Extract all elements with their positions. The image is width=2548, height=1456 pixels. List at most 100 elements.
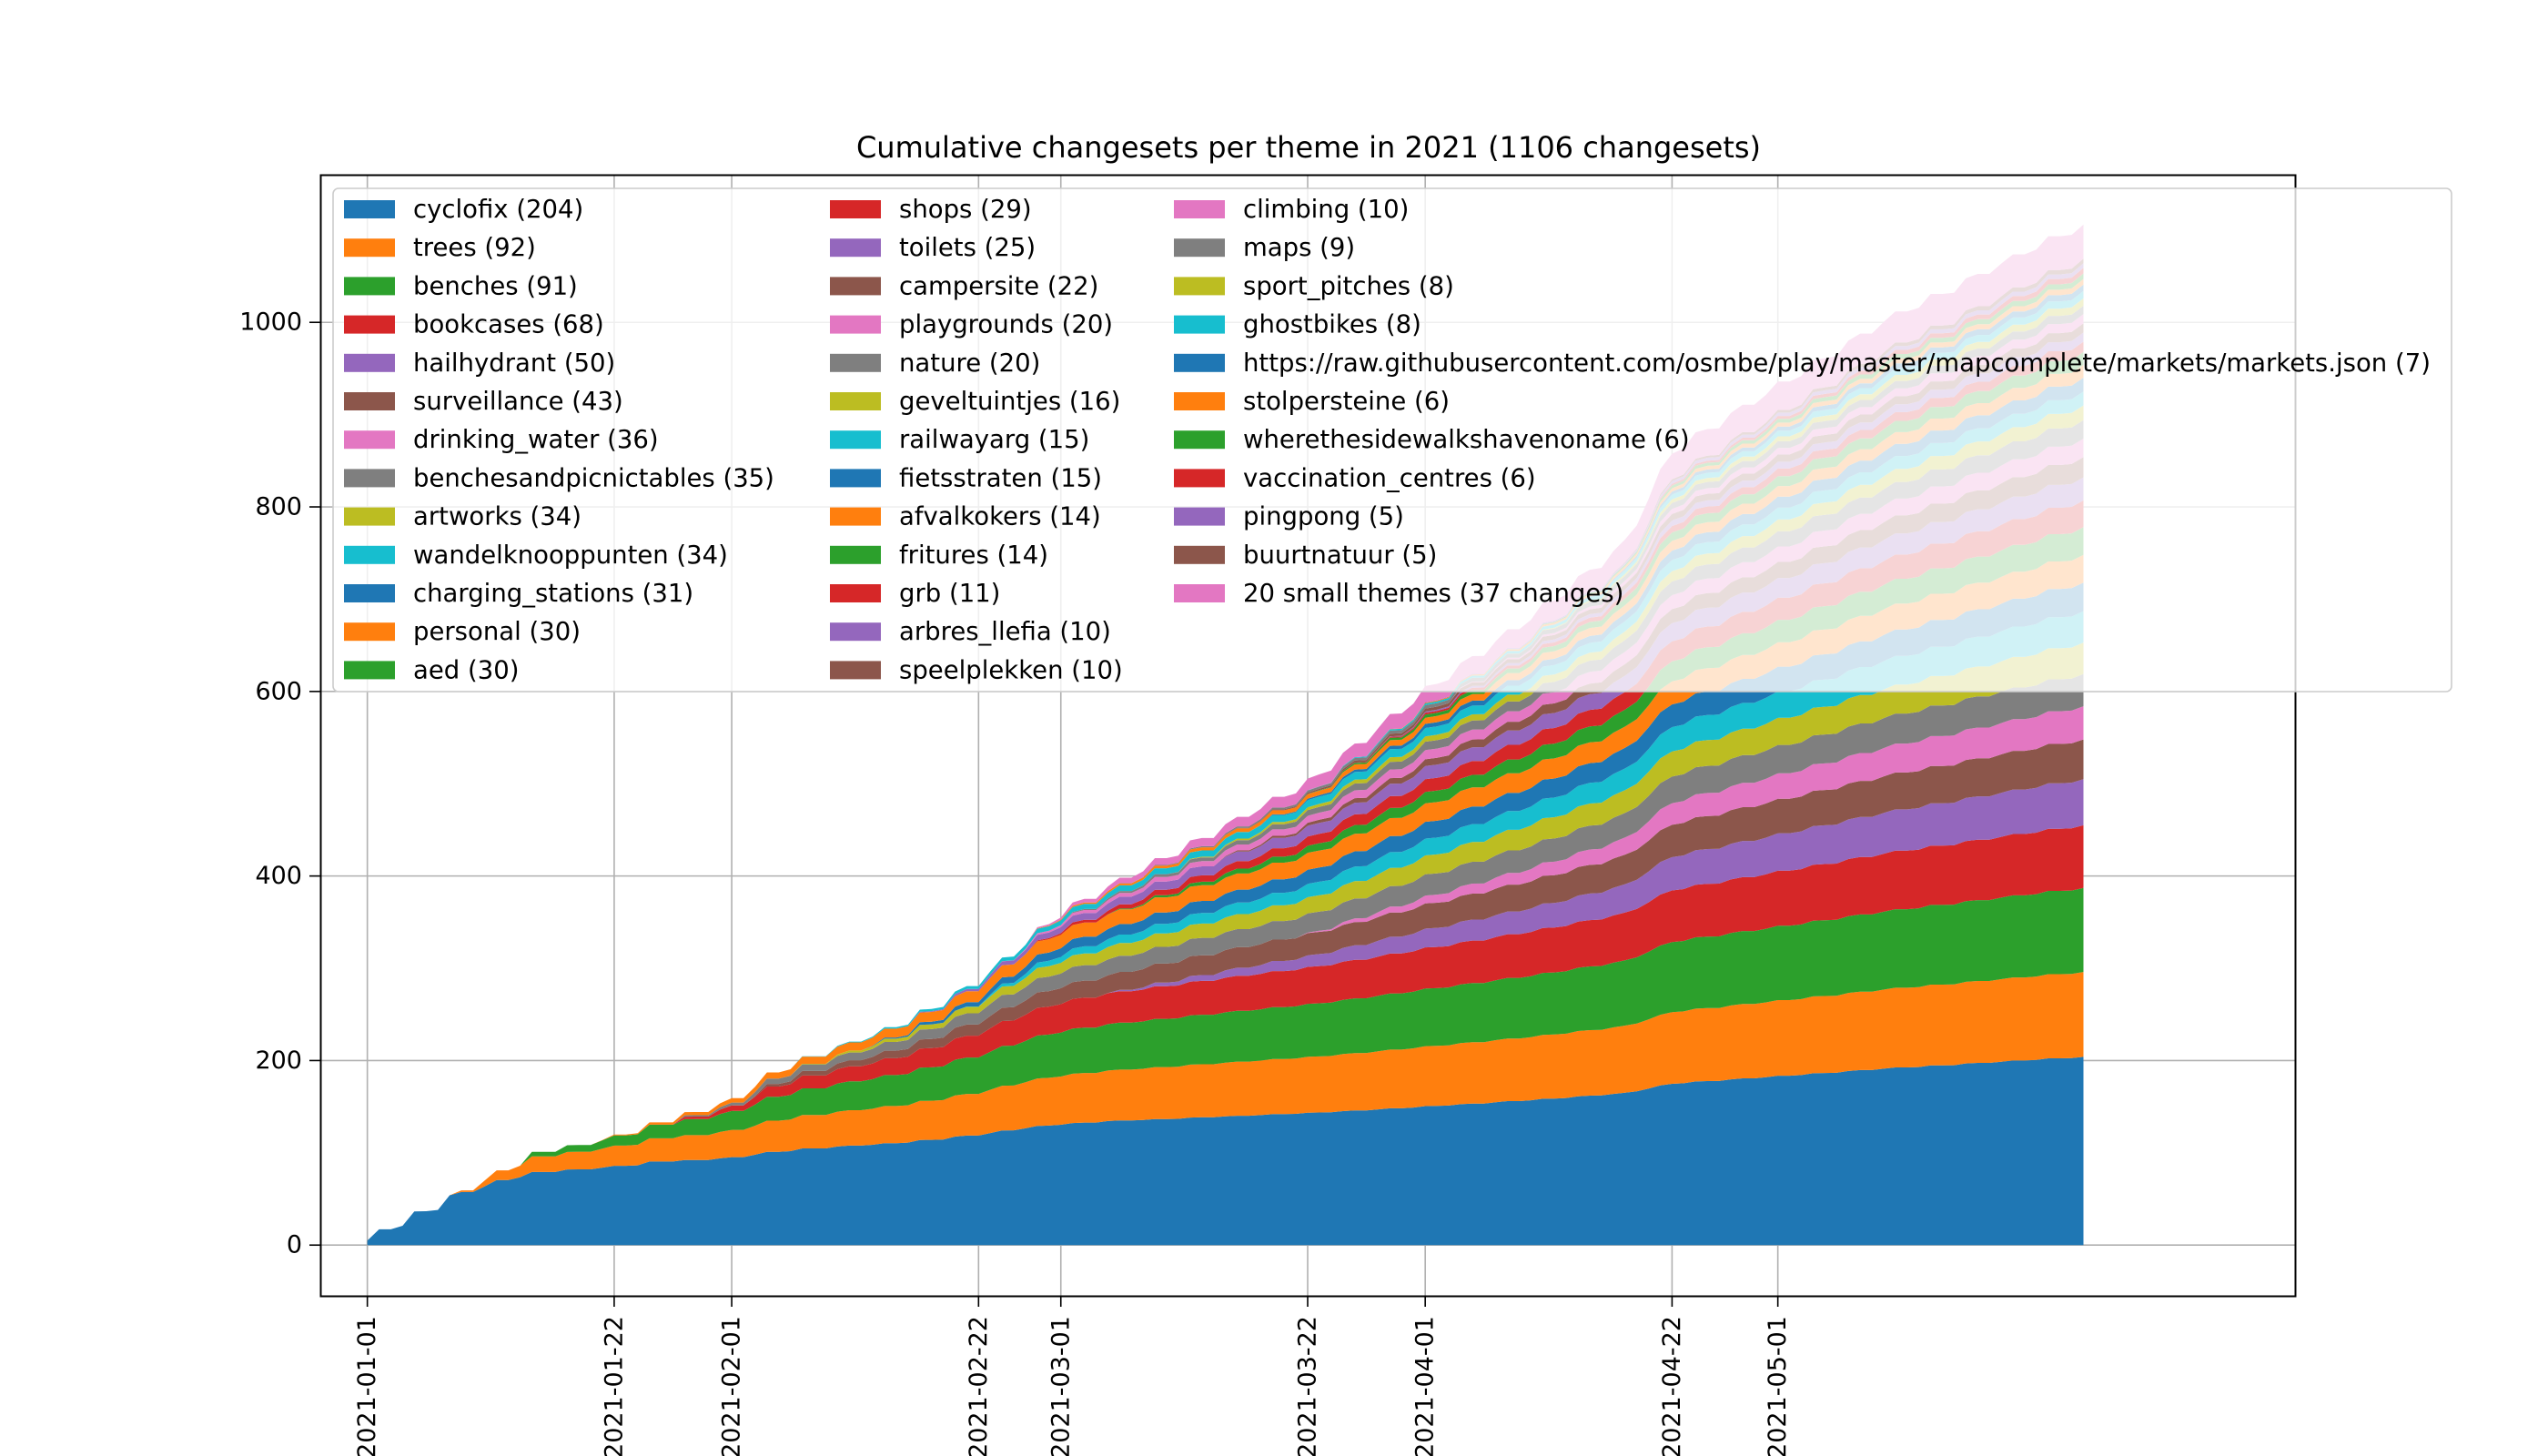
area-series-13 bbox=[367, 500, 2084, 1241]
legend-swatch-13 bbox=[830, 200, 881, 218]
legend-label-15: campersite (22) bbox=[899, 271, 1098, 300]
legend-swatch-3 bbox=[344, 315, 395, 334]
legend-swatch-30 bbox=[1174, 353, 1225, 372]
legend-swatch-6 bbox=[344, 430, 395, 450]
x-tick-label-8: 2021-05-01 bbox=[1764, 1316, 1792, 1456]
legend-label-32: wherethesidewalkshavenoname (6) bbox=[1243, 425, 1690, 454]
legend-label-19: railwayarg (15) bbox=[899, 425, 1089, 454]
legend-swatch-19 bbox=[830, 430, 881, 450]
area-series-5 bbox=[367, 739, 2084, 1241]
area-series-7 bbox=[367, 673, 2084, 1241]
legend-swatch-34 bbox=[1174, 507, 1225, 526]
area-series-14 bbox=[367, 477, 2084, 1241]
x-tick-label-7: 2021-04-22 bbox=[1658, 1316, 1686, 1456]
legend-swatch-23 bbox=[830, 584, 881, 602]
legend-swatch-29 bbox=[1174, 315, 1225, 334]
legend-swatch-27 bbox=[1174, 238, 1225, 258]
legend-label-34: pingpong (5) bbox=[1243, 502, 1404, 531]
legend-label-27: maps (9) bbox=[1243, 233, 1355, 262]
legend-swatch-32 bbox=[1174, 430, 1225, 450]
area-series-4 bbox=[367, 779, 2084, 1241]
legend-label-11: personal (30) bbox=[413, 617, 581, 646]
legend-swatch-35 bbox=[1174, 545, 1225, 564]
legend-label-5: surveillance (43) bbox=[413, 387, 623, 416]
legend-swatch-31 bbox=[1174, 392, 1225, 410]
legend-label-26: climbing (10) bbox=[1243, 195, 1409, 224]
legend-label-33: vaccination_centres (6) bbox=[1243, 463, 1536, 492]
legend-swatch-20 bbox=[830, 469, 881, 488]
legend-swatch-36 bbox=[1174, 584, 1225, 602]
legend-swatch-28 bbox=[1174, 277, 1225, 296]
legend-frame bbox=[332, 187, 2452, 693]
y-tick-label-0: 0 bbox=[287, 1231, 302, 1259]
legend-label-29: ghostbikes (8) bbox=[1243, 310, 1421, 339]
x-tick-label-5: 2021-03-22 bbox=[1294, 1316, 1322, 1456]
legend-label-3: bookcases (68) bbox=[413, 310, 604, 339]
x-tick-label-1: 2021-01-22 bbox=[600, 1316, 628, 1456]
legend-label-31: stolpersteine (6) bbox=[1243, 387, 1450, 416]
legend-label-16: playgrounds (20) bbox=[899, 310, 1113, 339]
legend-label-8: artworks (34) bbox=[413, 502, 581, 531]
legend-swatch-4 bbox=[344, 353, 395, 372]
area-series-2 bbox=[367, 887, 2084, 1241]
legend-swatch-0 bbox=[344, 200, 395, 218]
chart-title: Cumulative changesets per theme in 2021 … bbox=[856, 130, 1761, 165]
legend-label-30: https://raw.githubusercontent.com/osmbe/… bbox=[1243, 349, 2431, 378]
y-tick-label-2: 400 bbox=[255, 862, 302, 890]
area-series-11 bbox=[367, 554, 2084, 1241]
area-series-3 bbox=[367, 824, 2084, 1241]
legend-swatch-12 bbox=[344, 661, 395, 680]
legend-swatch-14 bbox=[830, 238, 881, 258]
legend-label-22: fritures (14) bbox=[899, 541, 1048, 570]
legend-label-10: charging_stations (31) bbox=[413, 579, 693, 608]
legend-label-1: trees (92) bbox=[413, 233, 536, 262]
legend-label-35: buurtnatuur (5) bbox=[1243, 541, 1437, 570]
legend-label-25: speelplekken (10) bbox=[899, 655, 1123, 684]
legend-swatch-33 bbox=[1174, 469, 1225, 488]
legend-swatch-2 bbox=[344, 277, 395, 296]
x-tick-label-3: 2021-02-22 bbox=[965, 1316, 993, 1456]
legend-swatch-15 bbox=[830, 277, 881, 296]
legend-label-12: aed (30) bbox=[413, 655, 519, 684]
legend-label-14: toilets (25) bbox=[899, 233, 1036, 262]
legend-label-13: shops (29) bbox=[899, 195, 1032, 224]
legend-label-2: benches (91) bbox=[413, 271, 578, 300]
legend-swatch-11 bbox=[344, 622, 395, 642]
legend-swatch-26 bbox=[1174, 200, 1225, 218]
y-tick-label-3: 600 bbox=[255, 677, 302, 705]
legend-label-28: sport_pitches (8) bbox=[1243, 271, 1454, 300]
y-tick-label-1: 200 bbox=[255, 1046, 302, 1075]
legend-swatch-10 bbox=[344, 584, 395, 602]
x-tick-label-2: 2021-02-01 bbox=[718, 1316, 746, 1456]
y-axis: 0 200 400 600 800 1000 bbox=[239, 308, 320, 1259]
legend-label-0: cyclofix (204) bbox=[413, 195, 583, 224]
legend-swatch-21 bbox=[830, 507, 881, 526]
legend-swatch-7 bbox=[344, 469, 395, 488]
legend-swatch-9 bbox=[344, 545, 395, 564]
legend-label-21: afvalkokers (14) bbox=[899, 502, 1101, 531]
legend-swatch-5 bbox=[344, 392, 395, 410]
area-series-0 bbox=[367, 1057, 2084, 1246]
legend-swatch-25 bbox=[830, 661, 881, 680]
legend-label-6: drinking_water (36) bbox=[413, 425, 659, 454]
x-tick-label-0: 2021-01-01 bbox=[353, 1316, 381, 1456]
legend-swatch-24 bbox=[830, 622, 881, 642]
legend-label-23: grb (11) bbox=[899, 579, 1000, 608]
legend-label-18: geveltuintjes (16) bbox=[899, 387, 1120, 416]
legend-swatch-1 bbox=[344, 238, 395, 258]
legend-swatch-17 bbox=[830, 353, 881, 372]
legend-label-7: benchesandpicnictables (35) bbox=[413, 463, 774, 492]
area-series-1 bbox=[367, 972, 2084, 1241]
y-tick-label-4: 800 bbox=[255, 493, 302, 521]
legend-label-17: nature (20) bbox=[899, 349, 1040, 378]
x-axis: 2021-01-01 2021-01-22 2021-02-01 2021-02-22… bbox=[353, 1296, 1792, 1456]
legend-swatch-18 bbox=[830, 392, 881, 410]
legend-swatch-22 bbox=[830, 545, 881, 564]
area-series-8 bbox=[367, 642, 2084, 1241]
x-tick-label-6: 2021-04-01 bbox=[1411, 1316, 1440, 1456]
area-series-6 bbox=[367, 706, 2084, 1241]
legend-label-20: fietsstraten (15) bbox=[899, 463, 1102, 492]
legend-label-24: arbres_llefia (10) bbox=[899, 617, 1111, 646]
legend-label-9: wandelknooppunten (34) bbox=[413, 541, 728, 570]
legend-swatch-16 bbox=[830, 315, 881, 334]
